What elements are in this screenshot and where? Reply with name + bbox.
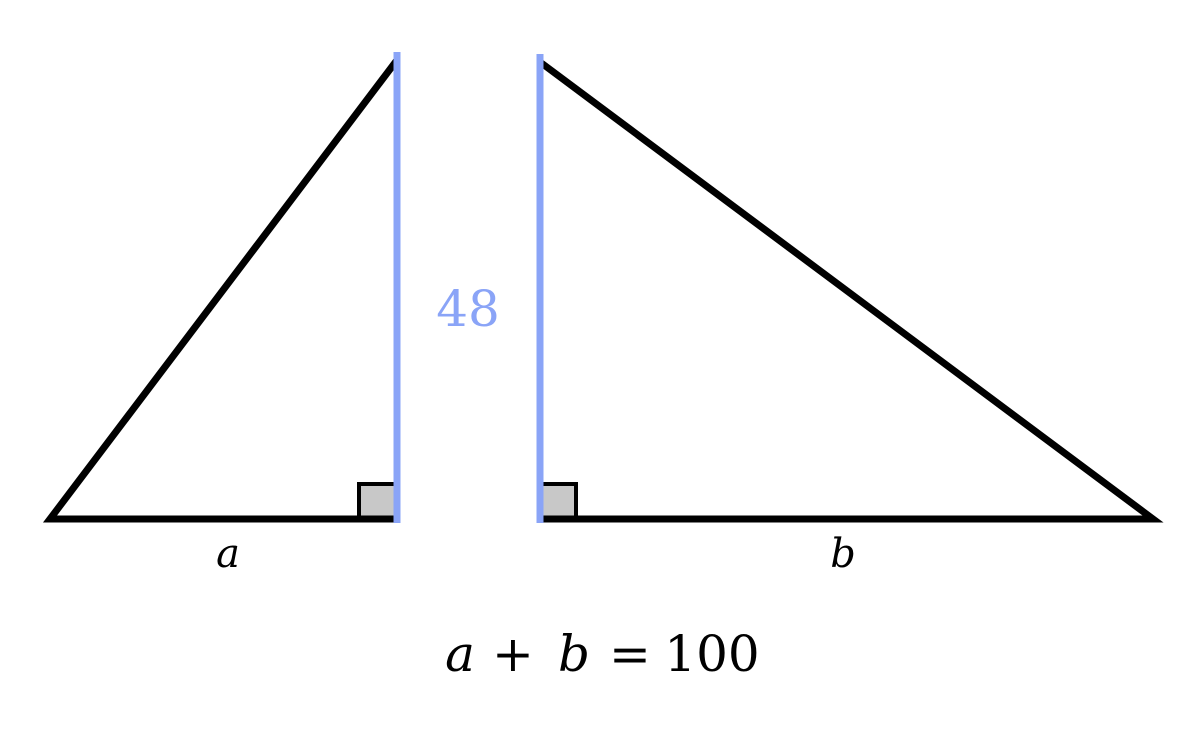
left-triangle-outline (42, 57, 400, 523)
equation-value: 100 (664, 625, 759, 683)
right-triangle-outline (537, 59, 1164, 523)
equation-var-b: b (558, 625, 590, 683)
right-triangle (536, 54, 1164, 523)
height-label: 48 (436, 280, 500, 338)
right-right-angle-marker (538, 482, 578, 521)
right-base-label: b (830, 531, 856, 577)
equation: a + b = 100 (445, 625, 760, 683)
equation-var-a: a (445, 625, 475, 683)
left-triangle (42, 52, 401, 523)
equation-equals: = (609, 625, 651, 683)
left-right-angle-marker (357, 482, 399, 521)
equation-plus: + (492, 625, 534, 683)
left-base-label: a (216, 531, 240, 577)
